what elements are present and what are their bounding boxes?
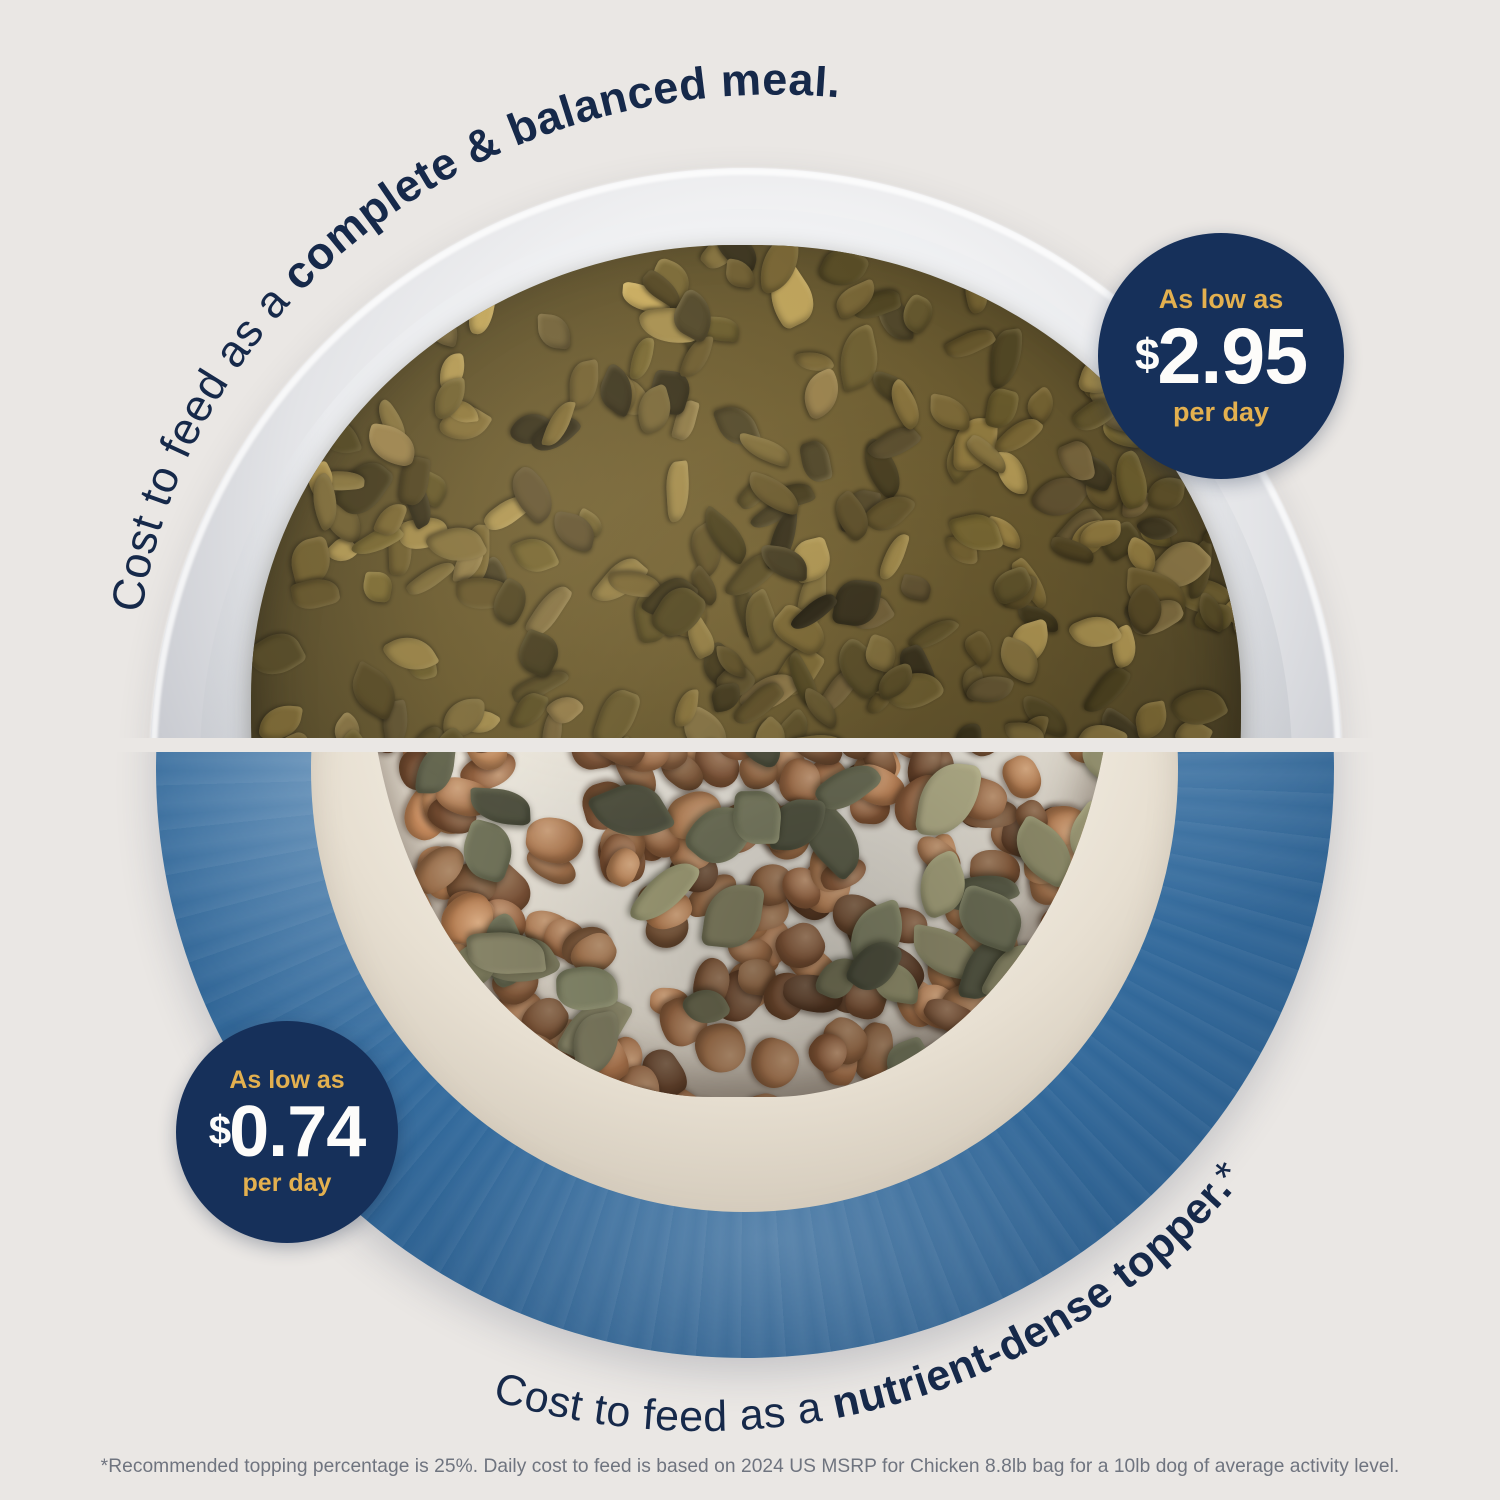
price-badge-complete-meal: As low as $2.95 per day (1098, 233, 1344, 479)
price-badge-nutrient-topper: As low as $0.74 per day (176, 1021, 398, 1243)
air-dried-meal-flakes (251, 245, 1241, 738)
badge-eyebrow-label: As low as (229, 1065, 345, 1094)
currency-symbol: $ (208, 1106, 231, 1153)
footnote-disclaimer: *Recommended topping percentage is 25%. … (100, 1456, 1400, 1477)
badge-eyebrow-label: As low as (1158, 283, 1284, 314)
kibble-with-topper-flakes (367, 752, 1114, 1097)
badge-period-label: per day (1172, 397, 1270, 428)
badge-price-value: $2.95 (1134, 316, 1308, 395)
food-grain-overlay (367, 752, 1114, 1097)
badge-period-label: per day (242, 1169, 332, 1198)
section-divider (0, 738, 1500, 752)
price-amount: 0.74 (229, 1091, 366, 1172)
complete-meal-section: Cost to feed as a complete & balanced me… (0, 0, 1500, 738)
badge-price-value: $0.74 (208, 1096, 367, 1168)
currency-symbol: $ (1134, 330, 1160, 380)
ceramic-bowl-blue (156, 752, 1334, 1358)
food-grain-overlay (251, 245, 1241, 738)
nutrient-topper-section (0, 752, 1500, 1417)
price-amount: 2.95 (1157, 310, 1308, 400)
